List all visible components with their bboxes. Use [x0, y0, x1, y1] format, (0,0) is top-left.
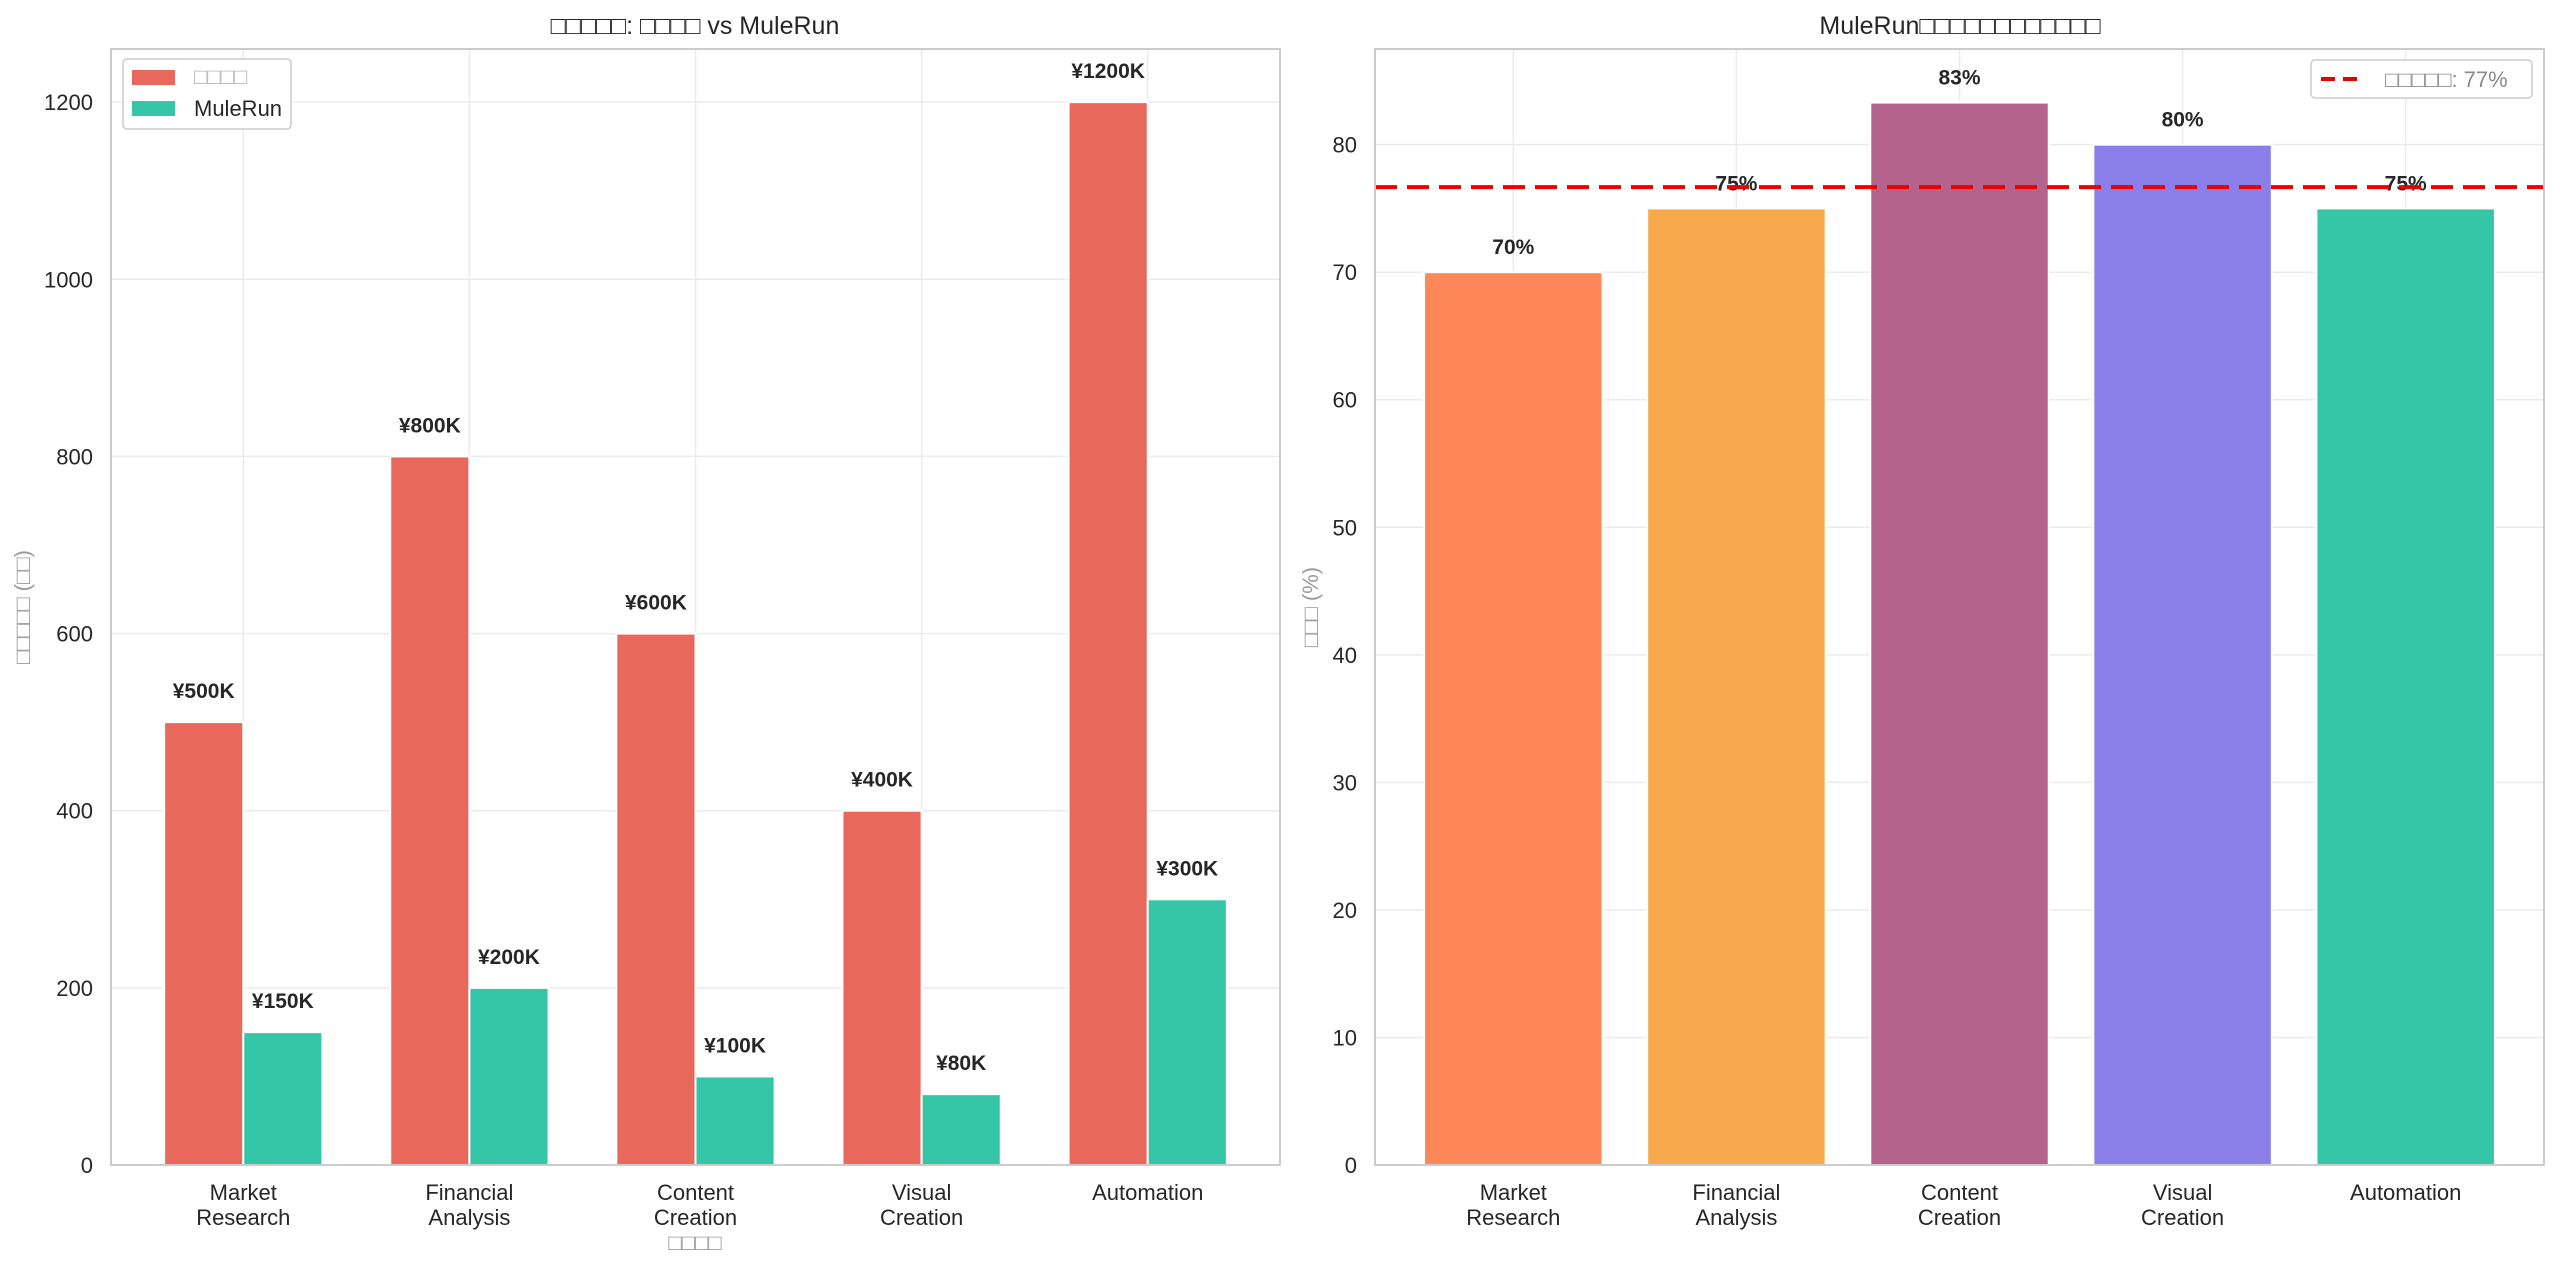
left-chart-title: □□□□□: □□□□ vs MuleRun [551, 12, 840, 40]
value-label: ¥100K [704, 1034, 766, 1057]
y-tick-label: 50 [1333, 515, 1357, 540]
bar-mulerun [242, 1031, 324, 1166]
y-tick-label: 70 [1333, 260, 1357, 285]
value-label: ¥800K [399, 414, 461, 437]
legend-swatch-mulerun [132, 101, 175, 116]
value-label: 80% [2162, 109, 2204, 132]
right-plot-frame [1374, 48, 2545, 1166]
x-tick-label: Content Creation [1918, 1180, 2001, 1230]
value-label: ¥500K [173, 680, 235, 703]
legend-label-average: □□□□□: 77% [2385, 67, 2508, 92]
value-label: ¥300K [1156, 857, 1218, 880]
left-y-axis-label: □□□□□ (□□) [10, 550, 35, 664]
bar-mulerun [468, 986, 550, 1166]
right-chart-title: MuleRun□□□□□□□□□□□□ [1819, 12, 2101, 40]
bar-efficiency [1869, 101, 2050, 1167]
y-tick-label: 1200 [44, 90, 93, 115]
value-label: ¥400K [851, 769, 913, 792]
y-tick-label: 0 [1345, 1153, 1357, 1178]
value-label: 75% [2385, 172, 2427, 195]
value-label: ¥1200K [1071, 60, 1145, 83]
cost-comparison-chart: □□□□□: □□□□ vs MuleRun ¥500K ¥800K ¥600K ¥4… [10, 12, 1281, 1255]
bar-traditional [389, 455, 471, 1166]
bar-mulerun [920, 1093, 1002, 1166]
bar-efficiency [1646, 207, 1827, 1166]
bar-efficiency [2092, 143, 2273, 1166]
left-value-labels: ¥500K ¥800K ¥600K ¥400K ¥1200K ¥150K ¥200K ¥100… [173, 60, 1218, 1075]
bar-efficiency [2315, 207, 2496, 1166]
left-y-tick-labels: 0 200 400 600 800 1000 1200 [44, 90, 93, 1178]
bar-mulerun [1146, 898, 1228, 1166]
legend-label-mulerun: MuleRun [194, 96, 282, 121]
y-tick-label: 30 [1333, 770, 1357, 795]
right-y-axis-label: □□□ (%) [1298, 567, 1323, 647]
left-bars [163, 101, 1228, 1167]
bar-mulerun [694, 1075, 776, 1167]
right-value-labels: 70% 75% 83% 80% 75% [1492, 67, 2427, 260]
x-tick-label: Market Research [1466, 1180, 1560, 1230]
right-legend: □□□□□: 77% [2310, 59, 2533, 99]
y-tick-label: 40 [1333, 643, 1357, 668]
y-tick-label: 80 [1333, 133, 1357, 158]
bar-traditional [163, 721, 245, 1167]
x-tick-label: Visual Creation [2141, 1180, 2224, 1230]
x-tick-label: Financial Analysis [1692, 1180, 1780, 1230]
x-tick-label: Market Research [196, 1180, 290, 1230]
x-tick-label: Automation [2350, 1180, 2461, 1205]
y-tick-label: 10 [1333, 1025, 1357, 1050]
value-label: 83% [1938, 67, 1980, 90]
left-x-tick-labels: Market Research Financial Analysis Content Cr… [196, 1180, 1203, 1230]
right-y-tick-labels: 0 10 20 30 40 50 60 70 80 [1333, 133, 1357, 1178]
right-bars [1423, 101, 2496, 1167]
value-label: 70% [1492, 236, 1534, 259]
value-label: ¥150K [252, 990, 314, 1013]
left-legend: □□□□ MuleRun [122, 58, 292, 130]
x-tick-label: Financial Analysis [425, 1180, 513, 1230]
y-tick-label: 0 [81, 1153, 93, 1178]
value-label: 75% [1715, 172, 1757, 195]
left-x-axis-label: □□□□ [668, 1230, 721, 1255]
y-tick-label: 400 [56, 799, 93, 824]
y-tick-label: 600 [56, 622, 93, 647]
y-tick-label: 200 [56, 976, 93, 1001]
legend-swatch-traditional [132, 70, 175, 85]
value-label: ¥200K [478, 946, 540, 969]
y-tick-label: 20 [1333, 898, 1357, 923]
x-tick-label: Visual Creation [880, 1180, 963, 1230]
y-tick-label: 60 [1333, 388, 1357, 413]
efficiency-chart: MuleRun□□□□□□□□□□□□ 70% 75% 83% 80% 75% 0 10 2… [1298, 12, 2545, 1230]
y-tick-label: 1000 [44, 267, 93, 292]
left-plot-frame [110, 48, 1281, 1166]
x-tick-label: Automation [1092, 1180, 1203, 1205]
right-x-tick-labels: Market Research Financial Analysis Content Cr… [1466, 1180, 2461, 1230]
legend-frame [2310, 59, 2533, 99]
legend-label-traditional: □□□□ [194, 64, 247, 89]
bar-traditional [1067, 101, 1149, 1167]
bar-efficiency [1423, 271, 1604, 1166]
y-tick-label: 800 [56, 444, 93, 469]
value-label: ¥600K [625, 592, 687, 615]
x-tick-label: Content Creation [654, 1180, 737, 1230]
bar-traditional [615, 632, 697, 1166]
value-label: ¥80K [936, 1052, 986, 1075]
bar-traditional [841, 809, 923, 1166]
